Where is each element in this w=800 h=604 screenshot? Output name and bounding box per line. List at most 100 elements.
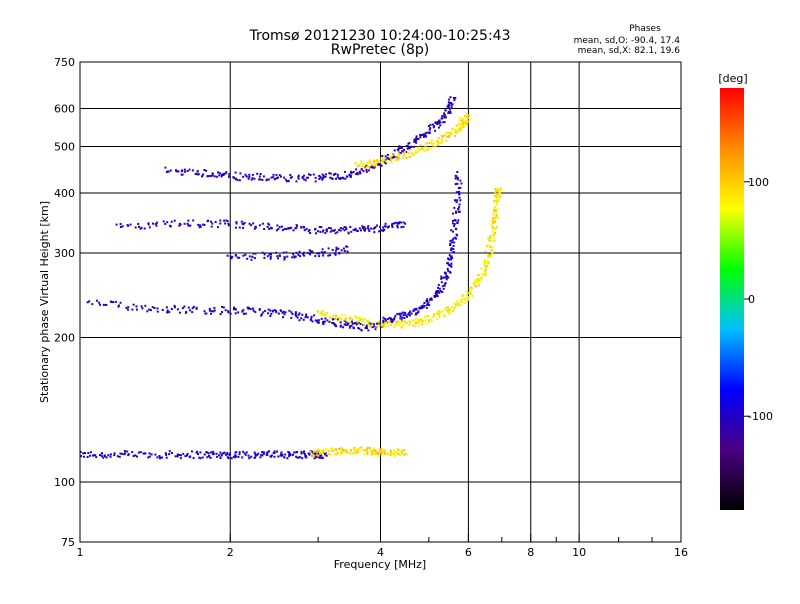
data-point	[235, 177, 238, 180]
data-point	[316, 230, 319, 233]
data-point	[379, 164, 382, 167]
data-point	[405, 151, 408, 153]
data-point	[226, 254, 229, 257]
data-point	[425, 306, 428, 309]
data-point	[373, 226, 376, 229]
data-point	[86, 456, 89, 458]
data-point	[376, 159, 378, 162]
data-point	[489, 246, 492, 248]
data-point	[213, 175, 216, 178]
data-point	[244, 253, 247, 256]
data-point	[338, 447, 341, 450]
data-point	[415, 322, 418, 324]
data-point	[345, 317, 348, 320]
data-point	[431, 144, 434, 147]
plot-area: 1 2 4 6 8 10 16 75 100 200 300 400 500 600 750	[54, 56, 688, 559]
data-point	[365, 169, 368, 171]
data-point	[203, 169, 206, 171]
data-point	[262, 453, 265, 455]
data-point	[238, 256, 241, 259]
data-point	[372, 227, 375, 230]
data-point	[415, 141, 418, 144]
data-point	[406, 145, 409, 147]
data-point	[223, 451, 226, 454]
data-point	[441, 117, 444, 120]
data-point	[135, 305, 138, 308]
data-point	[493, 210, 496, 213]
data-point	[219, 313, 222, 315]
data-point	[300, 226, 303, 229]
data-point	[309, 319, 312, 322]
data-point	[244, 173, 247, 176]
data-point	[222, 172, 225, 175]
data-point	[198, 456, 201, 459]
data-point	[445, 276, 448, 279]
data-point	[494, 231, 497, 234]
data-point	[492, 240, 495, 243]
data-point	[440, 141, 443, 144]
x-axis-label: Frequency [MHz]	[334, 558, 426, 571]
data-point	[127, 454, 130, 457]
data-point	[241, 222, 244, 225]
data-point	[444, 282, 447, 285]
data-point	[463, 302, 466, 304]
data-point	[474, 280, 477, 282]
data-point	[292, 453, 294, 456]
data-point	[442, 287, 445, 290]
data-point	[363, 318, 366, 320]
data-point	[206, 175, 209, 178]
data-point	[210, 451, 213, 454]
data-point	[495, 226, 498, 229]
data-point	[407, 323, 410, 326]
data-point	[364, 228, 367, 230]
data-point	[437, 144, 440, 147]
data-point	[414, 138, 417, 141]
data-point	[469, 286, 472, 289]
data-point	[422, 135, 425, 138]
x-tick-label: 10	[572, 546, 586, 559]
data-point	[449, 107, 451, 110]
data-point	[397, 158, 400, 161]
data-point	[459, 179, 462, 182]
data-point	[105, 456, 108, 459]
data-point	[377, 323, 380, 326]
data-point	[458, 123, 461, 126]
data-point	[429, 147, 432, 150]
data-point	[342, 247, 345, 250]
data-point	[237, 456, 240, 458]
data-point	[412, 154, 415, 156]
data-point	[353, 322, 356, 325]
data-point	[148, 452, 151, 455]
data-point	[211, 222, 214, 225]
data-point	[483, 264, 486, 267]
data-point	[442, 314, 445, 317]
data-point	[457, 301, 460, 304]
data-point	[309, 253, 311, 256]
data-point	[164, 222, 167, 225]
data-point	[378, 161, 381, 163]
data-point	[360, 229, 362, 232]
data-point	[230, 457, 233, 460]
data-point	[352, 327, 355, 330]
data-point	[318, 174, 321, 177]
data-point	[494, 192, 497, 195]
data-point	[210, 310, 213, 313]
data-point	[463, 124, 465, 127]
data-point	[447, 257, 449, 260]
data-point	[438, 119, 441, 122]
data-point	[366, 165, 368, 168]
data-point	[216, 455, 219, 458]
data-point	[239, 172, 242, 175]
data-point	[484, 250, 487, 253]
data-point	[455, 211, 457, 214]
data-point	[252, 252, 255, 255]
data-point	[391, 156, 394, 159]
data-point	[497, 189, 500, 192]
data-point	[279, 454, 282, 457]
data-point	[165, 453, 168, 456]
data-point	[382, 321, 385, 324]
data-point	[161, 309, 164, 311]
data-point	[430, 319, 433, 322]
data-point	[496, 197, 499, 200]
data-point	[136, 455, 138, 458]
